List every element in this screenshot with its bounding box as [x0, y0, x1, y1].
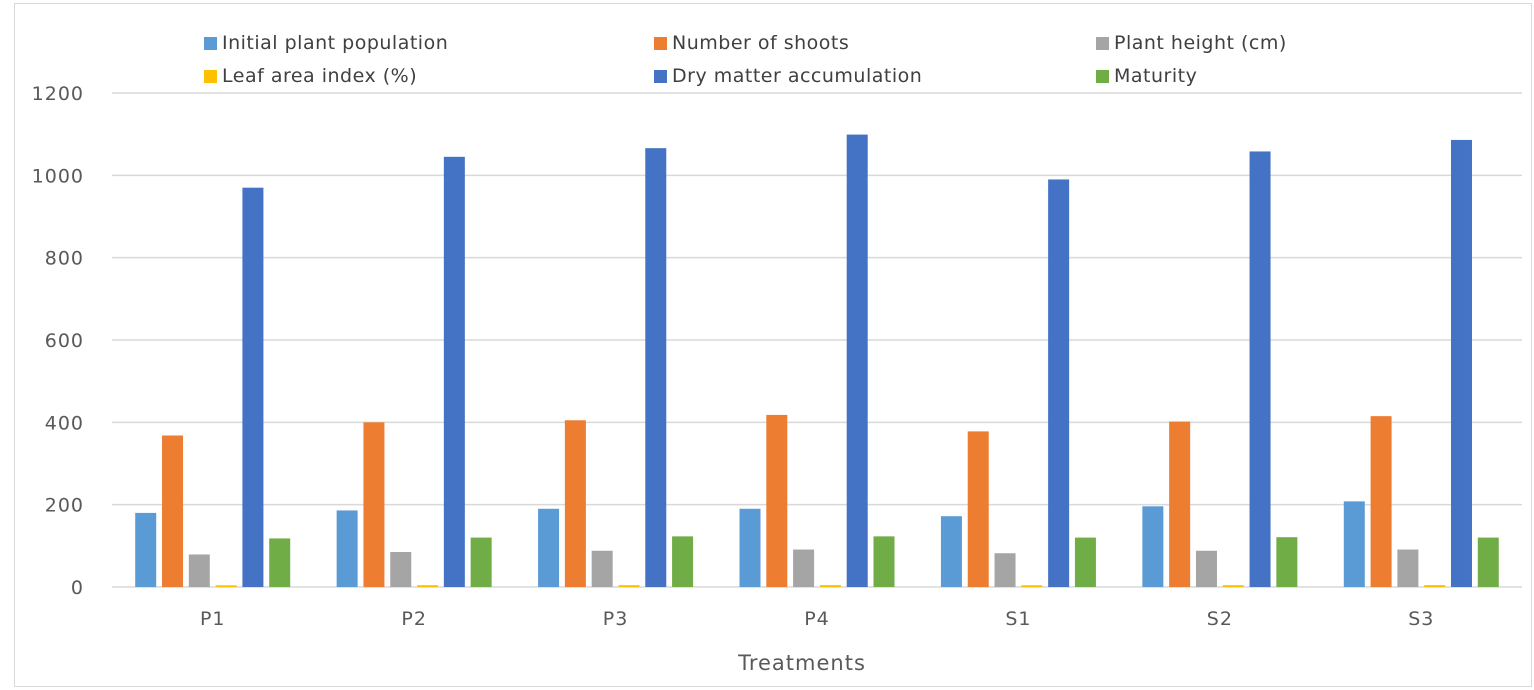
legend-swatch [654, 70, 667, 83]
bar [215, 585, 237, 587]
bar [819, 585, 841, 587]
legend-swatch [654, 37, 667, 50]
bar [1397, 549, 1419, 587]
y-tick-label: 1000 [32, 165, 84, 187]
x-tick-label: S3 [1408, 608, 1434, 630]
y-tick-label: 200 [45, 495, 84, 517]
bar [873, 536, 895, 587]
bar [1195, 550, 1217, 587]
legend-label: Dry matter accumulation [672, 65, 922, 87]
y-tick-label: 400 [45, 412, 84, 434]
bar [1142, 506, 1164, 587]
bars [135, 134, 1499, 587]
x-axis-title: Treatments [737, 651, 866, 675]
bar [940, 516, 962, 587]
bar [846, 134, 868, 587]
legend-label: Maturity [1114, 65, 1197, 87]
bar [1276, 537, 1298, 587]
bar [1424, 585, 1446, 587]
bar [739, 508, 761, 587]
bar [967, 431, 989, 587]
x-axis-ticks: P1 P2 P3 P4 S1 S2 S3 [200, 608, 1434, 630]
bar [336, 510, 358, 587]
bar [1477, 537, 1499, 587]
bar [188, 554, 210, 587]
y-tick-label: 600 [45, 330, 84, 352]
bar [162, 435, 184, 587]
y-tick-label: 1200 [32, 83, 84, 105]
bar [470, 537, 492, 587]
bar [672, 536, 694, 587]
legend-swatch [1096, 37, 1109, 50]
bar [443, 156, 465, 587]
bar [135, 512, 157, 587]
legend: Initial plant population Number of shoots… [204, 32, 1287, 87]
legend-label: Initial plant population [222, 32, 448, 54]
legend-swatch [1096, 70, 1109, 83]
y-axis-ticks: 0 200 400 600 800 1000 1200 [32, 83, 84, 599]
bar [363, 422, 385, 587]
x-tick-label: S2 [1207, 608, 1233, 630]
gridlines [112, 92, 1522, 588]
bar [417, 585, 439, 587]
x-tick-label: P2 [401, 608, 427, 630]
bar [1450, 139, 1472, 587]
x-tick-label: P4 [804, 608, 830, 630]
y-tick-label: 0 [71, 577, 84, 599]
legend-swatch [204, 70, 217, 83]
bar [618, 585, 640, 587]
bar [591, 550, 613, 587]
legend-label: Plant height (cm) [1114, 32, 1287, 54]
bar [1222, 585, 1244, 587]
legend-swatch [204, 37, 217, 50]
x-tick-label: P3 [603, 608, 629, 630]
y-tick-label: 800 [45, 248, 84, 270]
bar [1249, 151, 1271, 587]
bar [793, 549, 815, 587]
bar [1074, 537, 1096, 587]
bar [1169, 421, 1191, 587]
bar [564, 420, 586, 587]
bar [1048, 179, 1070, 587]
bar [1370, 416, 1392, 587]
bar [645, 148, 667, 587]
bar [1021, 585, 1043, 587]
bar [994, 553, 1016, 587]
bar [242, 187, 264, 587]
x-tick-label: P1 [200, 608, 226, 630]
bar [269, 538, 291, 587]
bar [766, 414, 788, 587]
x-tick-label: S1 [1005, 608, 1031, 630]
bar [1343, 501, 1365, 587]
bar [538, 508, 560, 587]
bar [390, 552, 412, 587]
legend-label: Leaf area index (%) [222, 65, 417, 87]
legend-label: Number of shoots [672, 32, 849, 54]
